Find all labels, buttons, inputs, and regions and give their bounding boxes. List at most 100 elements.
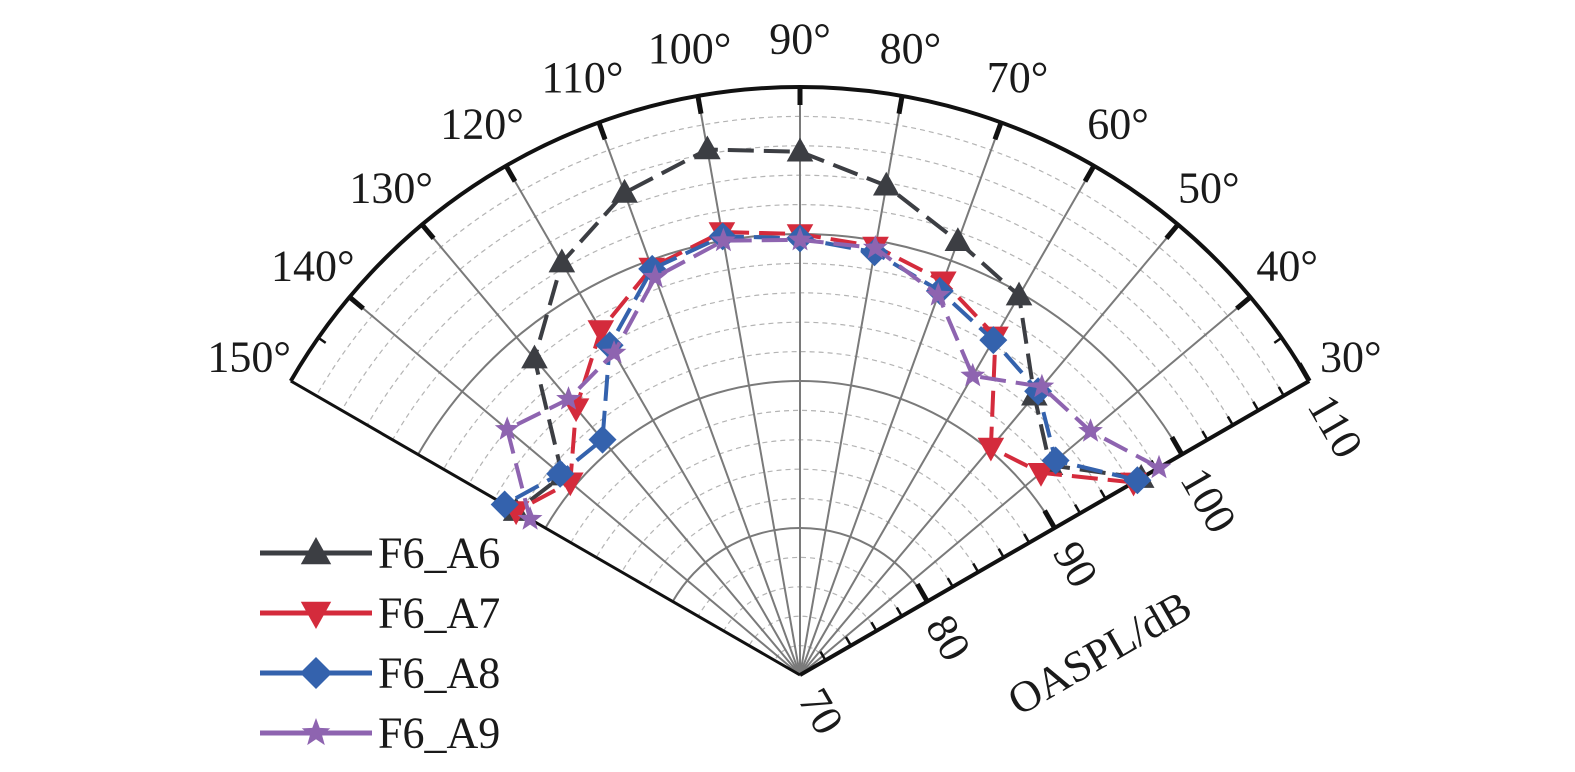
- data-point: [1027, 462, 1055, 487]
- data-point: [1078, 418, 1103, 442]
- data-point: [694, 135, 721, 160]
- angular-tick-label: 70°: [987, 53, 1049, 102]
- angular-tick-label: 110°: [541, 53, 623, 102]
- data-point: [490, 490, 519, 519]
- angular-tick-labels: 30°40° 50° 60° 70° 80° 90° 100° 110° 120°130° 140…: [207, 15, 1381, 382]
- minor-gridline: [341, 145, 1259, 411]
- spoke-line: [597, 122, 801, 676]
- angular-tick: [1082, 164, 1097, 183]
- angular-tick-label: 90°: [769, 15, 831, 64]
- legend-item: F6_A9: [260, 709, 500, 758]
- radial-tick-label: 100: [1171, 460, 1246, 542]
- radial-tick: [997, 548, 1005, 559]
- angular-tick-label: 100°: [648, 24, 732, 73]
- angular-tick: [596, 121, 608, 141]
- spoke-line: [696, 95, 801, 676]
- data-point: [711, 227, 736, 252]
- radial-tick: [1201, 430, 1209, 441]
- radial-tick: [915, 582, 930, 603]
- data-point: [642, 264, 668, 288]
- angular-tick-label: 150°: [207, 333, 291, 382]
- radial-tick-label: 80: [916, 607, 980, 670]
- data-point: [786, 137, 814, 162]
- radial-tick: [946, 577, 954, 588]
- radial-tick: [895, 606, 903, 617]
- data-point: [862, 234, 888, 259]
- data-point: [960, 362, 986, 387]
- radial-tick: [1277, 386, 1285, 397]
- angular-tick-label: 120°: [440, 100, 524, 149]
- data-point: [587, 320, 615, 345]
- legend-marker: [300, 657, 332, 689]
- angular-minor-tick: [1273, 336, 1283, 344]
- series-F6_A9: [494, 226, 1172, 530]
- angular-tick-label: 60°: [1087, 100, 1149, 149]
- spoke-line: [799, 165, 1095, 676]
- data-point: [588, 425, 617, 454]
- angular-tick: [420, 222, 436, 240]
- data-point: [546, 459, 575, 488]
- legend-marker: [301, 718, 331, 746]
- legend-item: F6_A7: [260, 589, 500, 638]
- minor-gridline: [392, 204, 1208, 441]
- angular-tick: [503, 164, 518, 183]
- angular-tick: [347, 295, 365, 311]
- data-point: [944, 227, 972, 252]
- legend-item: F6_A8: [260, 649, 500, 698]
- data-point: [494, 416, 520, 440]
- angular-tick: [1235, 295, 1253, 311]
- radial-tick: [1099, 489, 1107, 500]
- data-point: [611, 178, 638, 203]
- angular-minor-tick: [317, 336, 327, 344]
- radial-tick: [1252, 401, 1260, 412]
- minor-gridline: [621, 468, 979, 573]
- data-point: [556, 386, 581, 410]
- series-line: [505, 237, 1160, 520]
- radial-tick: [1297, 362, 1312, 383]
- radial-tick: [1073, 504, 1082, 514]
- data-point: [872, 171, 900, 196]
- angular-tick-label: 80°: [880, 24, 942, 73]
- legend: F6_A6 F6_A7 F6_A8 F6_A9: [260, 529, 500, 758]
- radial-tick: [972, 562, 980, 573]
- spoke-line: [505, 165, 801, 676]
- radial-tick: [819, 651, 827, 661]
- data-point: [925, 282, 951, 306]
- minor-gridline: [570, 409, 1030, 544]
- data-point: [977, 437, 1005, 462]
- angular-tick: [1164, 222, 1180, 240]
- spoke-line: [421, 223, 801, 676]
- data-point: [1005, 281, 1033, 306]
- legend-item: F6_A6: [260, 529, 500, 578]
- radial-tick: [1042, 509, 1057, 530]
- radial-axis-title: OASPL/dB: [999, 581, 1199, 725]
- data-point: [548, 248, 576, 273]
- legend-marker: [300, 601, 332, 629]
- series-F6_A7: [502, 222, 1147, 526]
- data-point: [1146, 454, 1172, 479]
- data-point: [1029, 373, 1055, 398]
- tick-marks: [317, 87, 1312, 661]
- radial-tick: [1226, 415, 1234, 426]
- radial-tick: [1023, 533, 1031, 544]
- radial-tick: [844, 636, 853, 647]
- left-edge-line: [290, 379, 801, 677]
- legend-label: F6_A8: [378, 649, 500, 698]
- data-point: [601, 339, 627, 364]
- angular-tick-label: 50°: [1178, 163, 1240, 212]
- legend-label: F6_A6: [378, 529, 500, 578]
- angular-tick: [992, 121, 1004, 141]
- angular-tick: [695, 95, 704, 115]
- radial-tick-label: 110: [1298, 386, 1373, 466]
- angular-spokes: [348, 87, 1252, 676]
- minor-gridline: [697, 556, 903, 617]
- angular-tick-label: 130°: [349, 163, 433, 212]
- radial-tick: [870, 621, 878, 632]
- minor-gridline: [519, 351, 1081, 514]
- data-point: [521, 344, 548, 369]
- data-point: [1123, 466, 1152, 495]
- data-point: [979, 326, 1008, 355]
- angular-tick-label: 140°: [271, 242, 355, 291]
- spoke-line: [799, 296, 1252, 676]
